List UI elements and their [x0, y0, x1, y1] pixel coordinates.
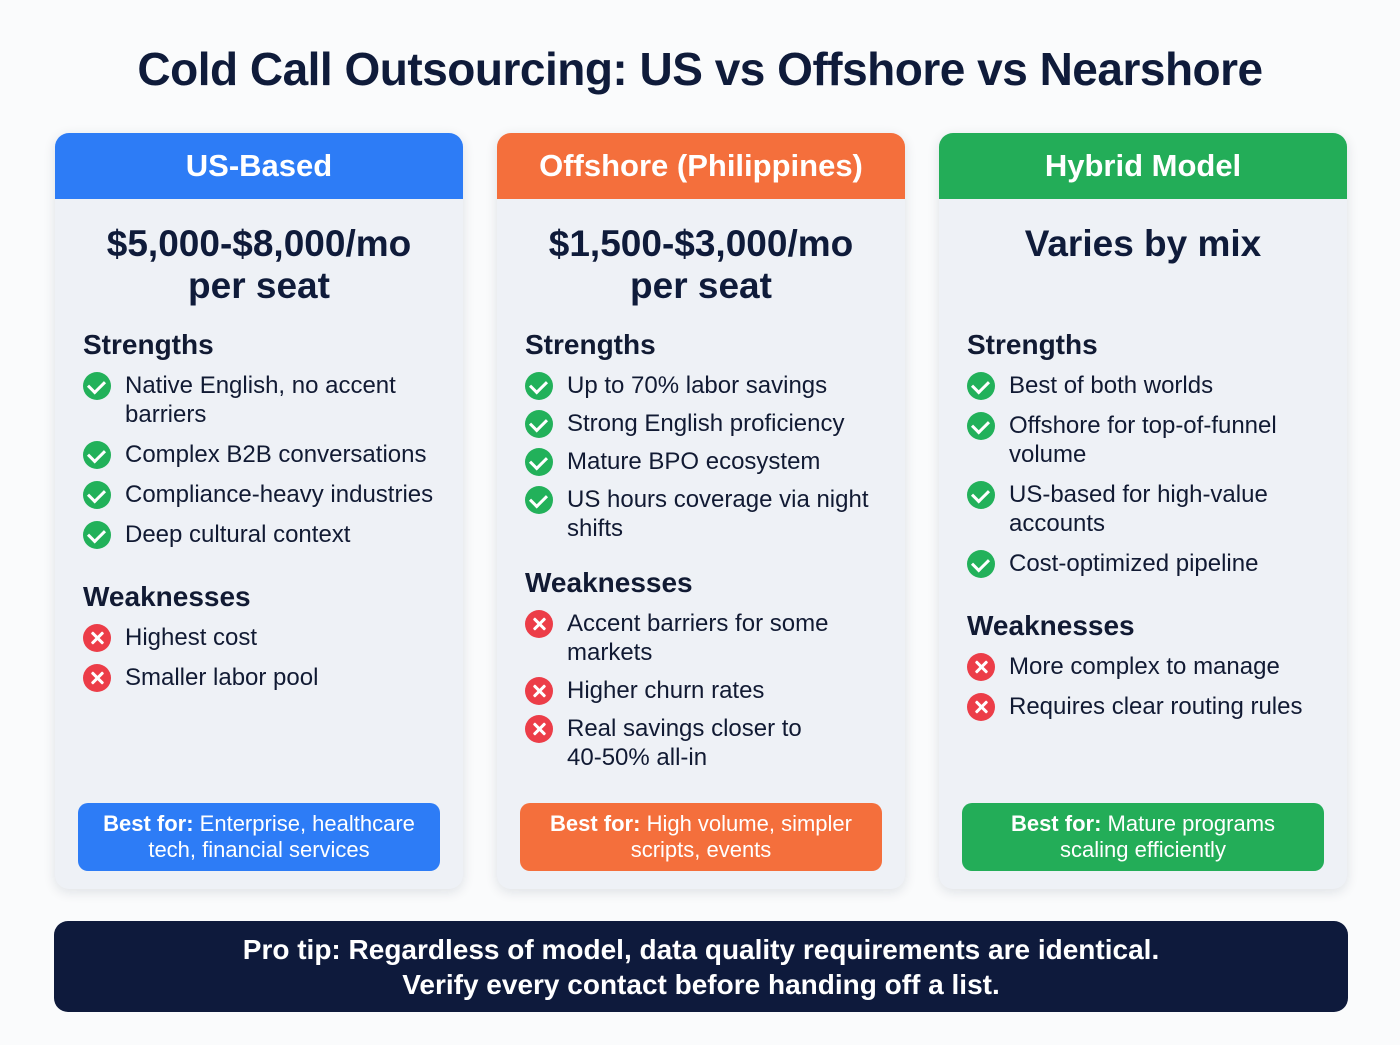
- strength-text: Complex B2B conversations: [125, 441, 427, 468]
- weaknesses-section: Weaknesses Accent barriers for some mark…: [497, 567, 905, 772]
- best-for-banner: Best for: Enterprise, healthcare tech, f…: [78, 803, 440, 871]
- card-offshore: Offshore (Philippines) $1,500-$3,000/mo …: [497, 133, 905, 889]
- check-icon: [525, 410, 553, 438]
- best-for-label: Best for:: [1010, 811, 1102, 836]
- check-icon: [525, 372, 553, 400]
- weaknesses-title: Weaknesses: [83, 581, 251, 612]
- strengths-title: Strengths: [525, 329, 656, 360]
- weakness-item: More complex to manage: [967, 652, 1329, 681]
- strength-item: Compliance-heavy industries: [83, 480, 445, 509]
- strengths-section: Strengths Up to 70% labor savings Strong…: [497, 329, 905, 543]
- best-for-label: Best for:: [103, 811, 194, 836]
- check-icon: [967, 412, 995, 440]
- weaknesses-section: Weaknesses More complex to manage Requir…: [939, 610, 1347, 721]
- weakness-item: Highest cost: [83, 623, 445, 652]
- strength-item: Up to 70% labor savings: [525, 371, 887, 400]
- strength-text: Offshore for top-of-funnel volume: [1009, 412, 1277, 468]
- strength-text: US-based for high-value accounts: [1009, 481, 1268, 537]
- check-icon: [525, 486, 553, 514]
- card-header: Offshore (Philippines): [497, 133, 905, 199]
- price: $1,500-$3,000/mo per seat: [497, 223, 905, 307]
- cross-icon: [525, 715, 553, 743]
- strength-item: Strong English proficiency: [525, 409, 887, 438]
- page-title: Cold Call Outsourcing: US vs Offshore vs…: [137, 43, 1263, 95]
- card-header: US-Based: [55, 133, 463, 199]
- weaknesses-title: Weaknesses: [525, 567, 693, 598]
- cross-icon: [83, 624, 111, 652]
- best-for-label: Best for:: [550, 811, 641, 836]
- weakness-text: Smaller labor pool: [125, 664, 319, 691]
- weakness-text: Requires clear routing rules: [1009, 693, 1303, 720]
- strength-item: Deep cultural context: [83, 520, 445, 549]
- strength-text: US hours coverage via night shifts: [567, 486, 869, 542]
- strength-item: Cost-optimized pipeline: [967, 549, 1329, 578]
- check-icon: [83, 521, 111, 549]
- strength-text: Compliance-heavy industries: [125, 481, 434, 508]
- card-us-based: US-Based $5,000-$8,000/mo per seat Stren…: [55, 133, 463, 889]
- cross-icon: [525, 677, 553, 705]
- weakness-item: Requires clear routing rules: [967, 692, 1329, 721]
- strength-item: Complex B2B conversations: [83, 440, 445, 469]
- pro-tip-line1: Pro tip: Regardless of model, data quali…: [242, 933, 1160, 965]
- best-for-banner: Best for: Mature programs scaling effici…: [962, 803, 1324, 871]
- strength-item: Offshore for top-of-funnel volume: [967, 411, 1329, 469]
- weakness-text: Higher churn rates: [567, 677, 765, 704]
- weakness-item: Accent barriers for some markets: [525, 609, 887, 667]
- strengths-title: Strengths: [967, 329, 1098, 360]
- price-unit: per seat: [630, 265, 772, 306]
- strengths-title: Strengths: [83, 329, 214, 360]
- check-icon: [967, 550, 995, 578]
- weakness-text: Accent barriers for some markets: [567, 610, 829, 666]
- price-unit: per seat: [188, 265, 330, 306]
- best-for-text: High volume, simpler scripts, events: [630, 811, 852, 862]
- weaknesses-section: Weaknesses Highest cost Smaller labor po…: [55, 581, 463, 692]
- weakness-text: More complex to manage: [1009, 653, 1280, 680]
- strength-text: Up to 70% labor savings: [567, 372, 828, 399]
- price-amount: Varies by mix: [1024, 223, 1262, 264]
- cross-icon: [967, 653, 995, 681]
- best-for-banner: Best for: High volume, simpler scripts, …: [520, 803, 882, 871]
- weakness-item: Real savings closer to 40-50% all-in: [525, 714, 887, 772]
- strength-text: Strong English proficiency: [567, 410, 845, 437]
- cross-icon: [525, 610, 553, 638]
- price: $5,000-$8,000/mo per seat: [55, 223, 463, 307]
- pro-tip-banner: Pro tip: Regardless of model, data quali…: [54, 921, 1348, 1012]
- weakness-text: Highest cost: [125, 624, 258, 651]
- price-amount: $1,500-$3,000/mo: [548, 223, 854, 264]
- weaknesses-title: Weaknesses: [967, 610, 1135, 641]
- best-for-text: Mature programs scaling efficiently: [1060, 811, 1276, 862]
- strength-text: Deep cultural context: [125, 521, 351, 548]
- strength-text: Native English, no accent barriers: [125, 372, 396, 428]
- price-amount: $5,000-$8,000/mo: [106, 223, 412, 264]
- strength-item: Native English, no accent barriers: [83, 371, 445, 429]
- strengths-section: Strengths Native English, no accent barr…: [55, 329, 463, 549]
- strength-item: Mature BPO ecosystem: [525, 447, 887, 476]
- strength-item: US hours coverage via night shifts: [525, 485, 887, 543]
- strengths-section: Strengths Best of both worlds Offshore f…: [939, 329, 1347, 578]
- check-icon: [83, 441, 111, 469]
- pro-tip-line2: Verify every contact before handing off …: [402, 968, 1000, 1000]
- best-for-text: Enterprise, healthcare tech, financial s…: [148, 811, 415, 862]
- price: Varies by mix: [939, 223, 1347, 307]
- strength-text: Mature BPO ecosystem: [567, 448, 821, 475]
- weakness-item: Higher churn rates: [525, 676, 887, 705]
- card-hybrid: Hybrid Model Varies by mix Strengths Bes…: [939, 133, 1347, 889]
- weakness-text: Real savings closer to 40-50% all-in: [567, 715, 802, 771]
- strength-text: Cost-optimized pipeline: [1009, 550, 1259, 577]
- check-icon: [525, 448, 553, 476]
- check-icon: [967, 481, 995, 509]
- cross-icon: [83, 664, 111, 692]
- cross-icon: [967, 693, 995, 721]
- card-header: Hybrid Model: [939, 133, 1347, 199]
- strength-item: US-based for high-value accounts: [967, 480, 1329, 538]
- strength-item: Best of both worlds: [967, 371, 1329, 400]
- check-icon: [967, 372, 995, 400]
- check-icon: [83, 372, 111, 400]
- strength-text: Best of both worlds: [1009, 372, 1214, 399]
- weakness-item: Smaller labor pool: [83, 663, 445, 692]
- check-icon: [83, 481, 111, 509]
